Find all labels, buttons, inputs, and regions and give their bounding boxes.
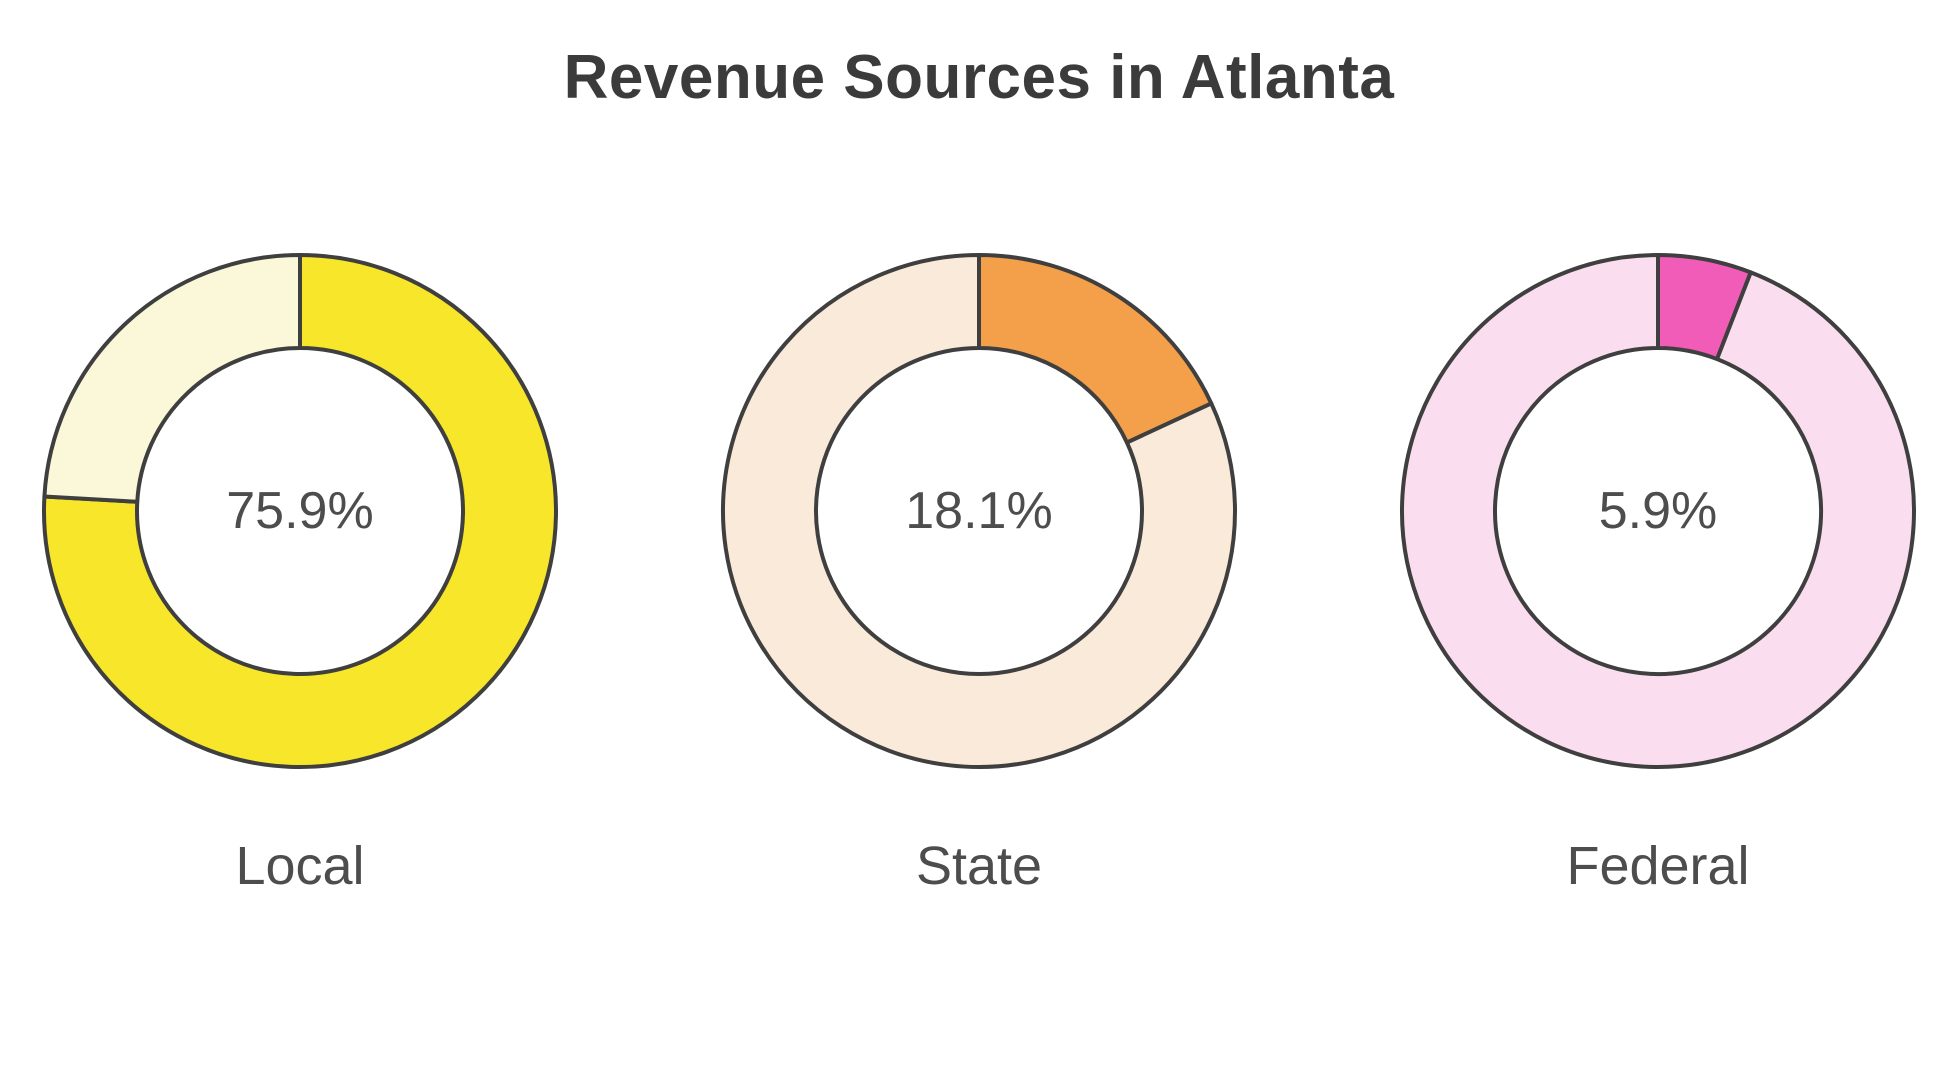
- donut-chart-federal: 5.9% Federal: [1396, 249, 1920, 897]
- donut-svg-state: [721, 253, 1237, 770]
- donut-svg-federal: [1400, 253, 1916, 770]
- donut-ring-federal: 5.9%: [1396, 249, 1920, 773]
- donut-chart-local: 75.9% Local: [38, 249, 562, 897]
- donut-ring-local: 75.9%: [38, 249, 562, 773]
- charts-row: 75.9% Local 18.1% State 5.9% Federal: [0, 249, 1958, 897]
- donut-label-state: State: [915, 836, 1043, 897]
- chart-title: Revenue Sources in Atlanta: [563, 43, 1395, 112]
- donut-svg-local: [42, 253, 558, 770]
- donut-chart-state: 18.1% State: [717, 249, 1241, 897]
- donut-label-federal: Federal: [1566, 836, 1750, 897]
- donut-label-local: Local: [235, 836, 365, 897]
- donut-ring-state: 18.1%: [717, 249, 1241, 773]
